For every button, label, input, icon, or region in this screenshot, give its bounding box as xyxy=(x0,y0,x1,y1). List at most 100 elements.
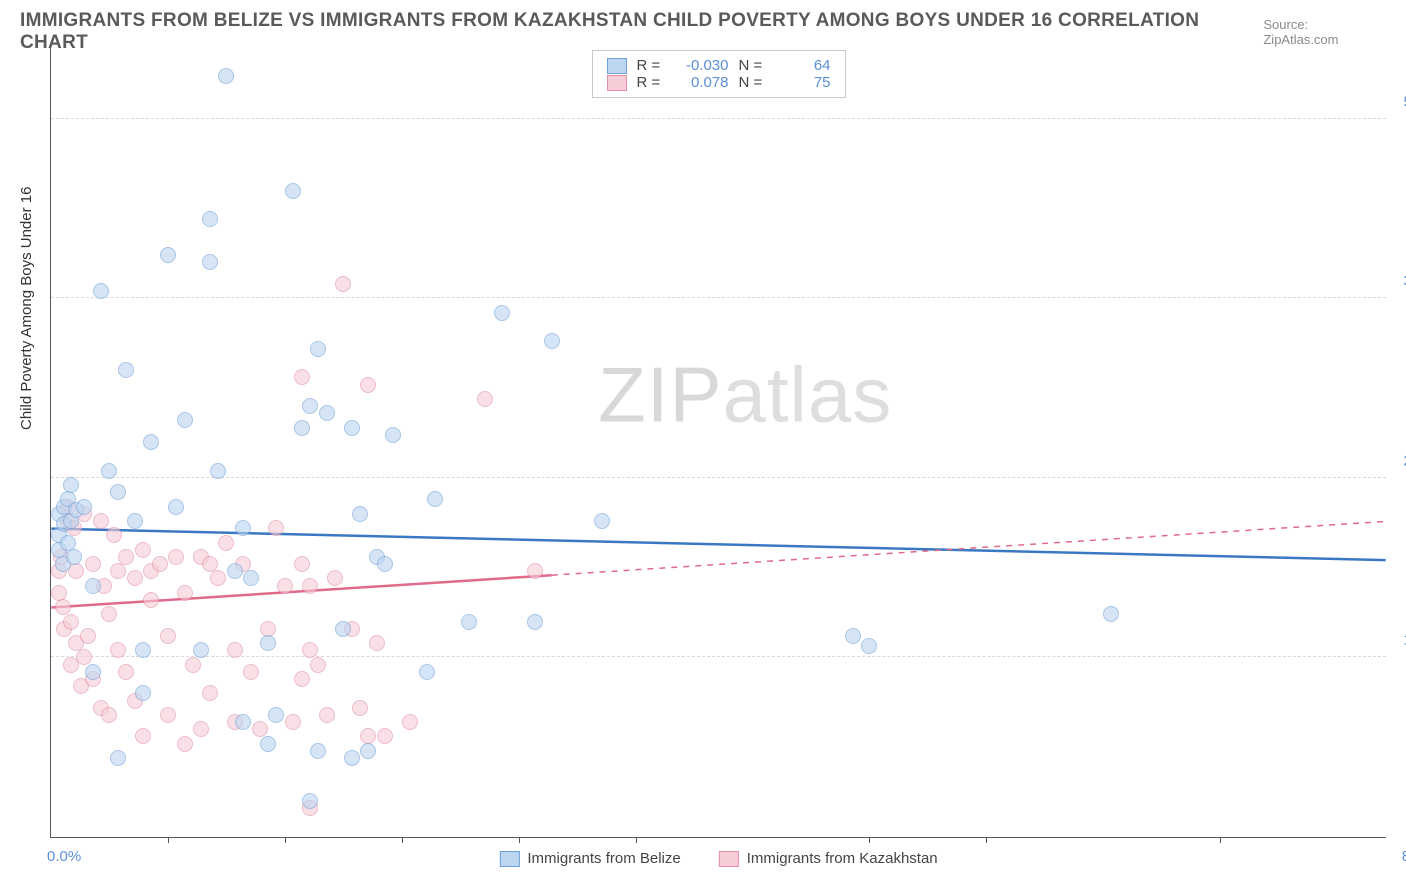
gridline xyxy=(51,656,1386,657)
legend-item-belize: Immigrants from Belize xyxy=(499,850,680,867)
scatter-point xyxy=(360,377,376,393)
scatter-point xyxy=(277,578,293,594)
watermark: ZIPatlas xyxy=(598,350,892,441)
legend-stats-row: R = 0.078 N = 75 xyxy=(607,74,831,91)
scatter-point xyxy=(385,427,401,443)
scatter-point xyxy=(93,513,109,529)
scatter-point xyxy=(177,736,193,752)
x-tick xyxy=(402,837,403,843)
scatter-point xyxy=(210,570,226,586)
scatter-point xyxy=(101,707,117,723)
scatter-point xyxy=(227,642,243,658)
legend-swatch-kazakhstan xyxy=(607,75,627,91)
x-tick xyxy=(519,837,520,843)
scatter-point xyxy=(110,563,126,579)
scatter-point xyxy=(110,750,126,766)
scatter-point xyxy=(327,570,343,586)
scatter-point xyxy=(243,570,259,586)
scatter-point xyxy=(63,614,79,630)
scatter-point xyxy=(202,254,218,270)
scatter-point xyxy=(101,606,117,622)
legend-r-label: R = xyxy=(637,57,663,74)
scatter-point xyxy=(127,570,143,586)
scatter-point xyxy=(377,556,393,572)
legend-series: Immigrants from Belize Immigrants from K… xyxy=(499,850,937,867)
gridline xyxy=(51,477,1386,478)
scatter-point xyxy=(85,556,101,572)
x-tick xyxy=(986,837,987,843)
scatter-point xyxy=(494,305,510,321)
scatter-point xyxy=(268,520,284,536)
x-tick xyxy=(168,837,169,843)
scatter-point xyxy=(527,614,543,630)
legend-swatch-belize xyxy=(607,58,627,74)
y-tick-label: 25.0% xyxy=(1391,452,1406,469)
watermark-thin: atlas xyxy=(722,351,892,439)
scatter-point xyxy=(419,664,435,680)
scatter-point xyxy=(294,671,310,687)
scatter-point xyxy=(594,513,610,529)
scatter-point xyxy=(294,369,310,385)
scatter-point xyxy=(177,412,193,428)
legend-swatch-kazakhstan xyxy=(719,851,739,867)
scatter-point xyxy=(285,714,301,730)
scatter-point xyxy=(235,714,251,730)
x-tick xyxy=(869,837,870,843)
scatter-point xyxy=(135,728,151,744)
scatter-point xyxy=(202,211,218,227)
x-tick xyxy=(1220,837,1221,843)
scatter-point xyxy=(861,638,877,654)
scatter-point xyxy=(110,484,126,500)
scatter-point xyxy=(127,513,143,529)
scatter-point xyxy=(268,707,284,723)
scatter-point xyxy=(310,657,326,673)
scatter-point xyxy=(152,556,168,572)
legend-n-value-kazakhstan: 75 xyxy=(775,74,831,91)
scatter-point xyxy=(160,628,176,644)
scatter-point xyxy=(160,247,176,263)
scatter-point xyxy=(118,362,134,378)
scatter-point xyxy=(360,743,376,759)
scatter-point xyxy=(352,700,368,716)
legend-n-label: N = xyxy=(739,74,765,91)
scatter-point xyxy=(51,585,67,601)
legend-item-kazakhstan: Immigrants from Kazakhstan xyxy=(719,850,938,867)
legend-r-value-kazakhstan: 0.078 xyxy=(673,74,729,91)
x-tick xyxy=(636,837,637,843)
scatter-point xyxy=(202,685,218,701)
scatter-point xyxy=(352,506,368,522)
scatter-point xyxy=(335,276,351,292)
scatter-point xyxy=(177,585,193,601)
y-tick-label: 50.0% xyxy=(1391,93,1406,110)
scatter-point xyxy=(335,621,351,637)
scatter-point xyxy=(544,333,560,349)
scatter-point xyxy=(285,183,301,199)
legend-label-kazakhstan: Immigrants from Kazakhstan xyxy=(747,850,938,867)
scatter-point xyxy=(210,463,226,479)
legend-label-belize: Immigrants from Belize xyxy=(527,850,680,867)
scatter-point xyxy=(218,68,234,84)
scatter-point xyxy=(302,793,318,809)
scatter-point xyxy=(227,563,243,579)
scatter-point xyxy=(135,642,151,658)
scatter-point xyxy=(319,707,335,723)
scatter-point xyxy=(101,463,117,479)
gridline xyxy=(51,118,1386,119)
scatter-point xyxy=(80,628,96,644)
scatter-point xyxy=(260,736,276,752)
chart-source: Source: ZipAtlas.com xyxy=(1263,17,1386,47)
legend-r-label: R = xyxy=(637,74,663,91)
source-value: ZipAtlas.com xyxy=(1263,32,1338,47)
legend-n-value-belize: 64 xyxy=(775,57,831,74)
scatter-point xyxy=(76,499,92,515)
trend-lines xyxy=(51,48,1386,837)
scatter-point xyxy=(310,341,326,357)
source-label: Source: xyxy=(1263,17,1308,32)
scatter-point xyxy=(218,535,234,551)
scatter-point xyxy=(427,491,443,507)
scatter-point xyxy=(135,542,151,558)
x-tick-label: 8.0% xyxy=(1402,848,1406,865)
scatter-point xyxy=(344,420,360,436)
y-tick-label: 37.5% xyxy=(1391,273,1406,290)
scatter-point xyxy=(369,635,385,651)
